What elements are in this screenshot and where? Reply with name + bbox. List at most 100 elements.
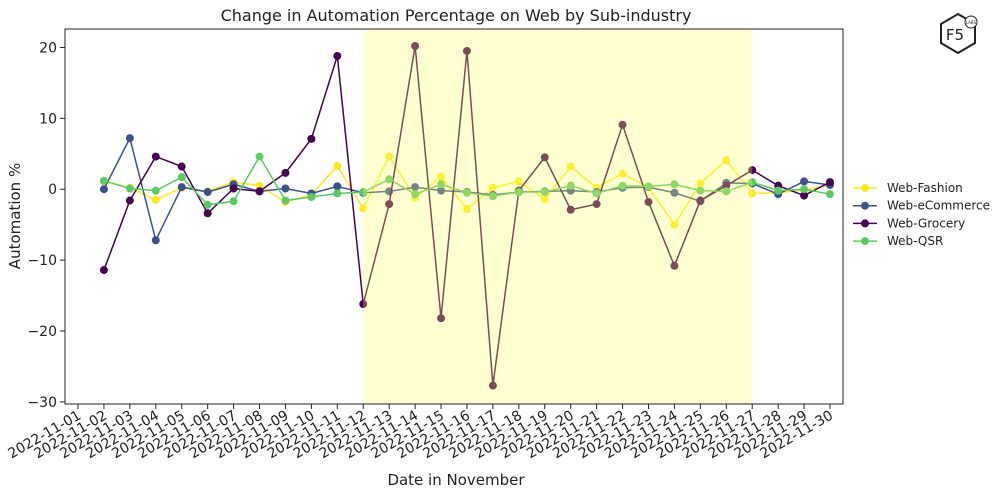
data-point	[592, 189, 601, 198]
data-point	[151, 186, 160, 195]
data-point	[125, 134, 134, 143]
y-tick-label: 0	[48, 182, 57, 198]
data-point	[255, 181, 264, 190]
data-point	[411, 42, 420, 51]
y-tick-label: 20	[39, 40, 57, 56]
legend-label: Web-Fashion	[887, 181, 963, 195]
data-point	[540, 195, 549, 204]
data-point	[359, 300, 368, 309]
data-point	[333, 51, 342, 60]
data-point	[722, 181, 731, 190]
y-tick-label: −20	[27, 324, 57, 340]
data-point	[566, 205, 575, 214]
data-point	[670, 180, 679, 189]
logo-badge	[964, 15, 978, 29]
logo-sub: LABS	[966, 20, 977, 25]
data-point	[333, 182, 342, 191]
data-point	[307, 193, 316, 202]
legend-marker	[861, 237, 869, 246]
axes-frame	[64, 28, 844, 405]
data-point	[800, 185, 809, 194]
legend-marker	[861, 201, 869, 210]
legend-label: Web-QSR	[887, 234, 943, 248]
data-point	[800, 191, 809, 200]
data-point	[99, 176, 108, 185]
legend-marker	[861, 184, 869, 192]
data-point	[670, 220, 679, 229]
data-point	[177, 183, 186, 192]
data-point	[566, 162, 575, 171]
data-point	[514, 188, 523, 197]
data-point	[670, 188, 679, 197]
data-point	[748, 178, 757, 187]
data-point	[281, 196, 290, 205]
data-point	[592, 200, 601, 209]
data-point	[566, 181, 575, 190]
legend-marker	[861, 219, 869, 228]
data-point	[488, 183, 497, 192]
data-point	[177, 162, 186, 171]
data-point	[151, 152, 160, 161]
data-point	[411, 183, 420, 192]
data-point	[385, 200, 394, 209]
data-point	[281, 184, 290, 193]
legend-label: Web-eCommerce	[887, 199, 990, 213]
data-point	[748, 189, 757, 198]
data-point	[125, 196, 134, 205]
data-point	[462, 205, 471, 214]
data-point	[151, 195, 160, 204]
data-point	[255, 152, 264, 161]
data-point	[99, 266, 108, 275]
data-point	[644, 182, 653, 191]
series	[99, 152, 834, 209]
y-axis-label: Automation %	[6, 163, 24, 269]
data-point	[826, 178, 834, 187]
data-point	[359, 188, 368, 197]
data-point	[462, 46, 471, 55]
data-point	[411, 190, 420, 199]
logo-text: F5	[946, 26, 964, 44]
data-point	[125, 184, 134, 193]
data-point	[437, 172, 446, 181]
y-tick-label: 10	[39, 111, 57, 127]
data-point	[333, 161, 342, 170]
y-tick-label: −30	[27, 395, 57, 411]
data-point	[618, 169, 627, 178]
data-point	[385, 175, 394, 184]
legend-label: Web-Grocery	[887, 216, 965, 230]
data-point	[385, 152, 394, 161]
highlight-span	[363, 29, 753, 404]
data-point	[696, 196, 705, 205]
data-point	[540, 153, 549, 162]
data-point	[151, 236, 160, 245]
logo: F5 LABS	[940, 12, 978, 55]
data-point	[696, 186, 705, 195]
data-point	[696, 179, 705, 188]
chart-title: Change in Automation Percentage on Web b…	[221, 6, 692, 25]
data-point	[437, 180, 446, 189]
x-axis-label: Date in November	[387, 471, 525, 489]
data-point	[203, 200, 212, 209]
data-point	[488, 381, 497, 390]
data-point	[229, 197, 238, 206]
data-point	[618, 120, 627, 129]
data-point	[229, 184, 238, 193]
data-point	[514, 177, 523, 186]
data-point	[774, 186, 783, 195]
plot-area	[65, 29, 843, 404]
data-point	[618, 181, 627, 190]
data-point	[722, 156, 731, 165]
data-point	[462, 188, 471, 197]
y-tick-label: −10	[27, 253, 57, 269]
data-point	[203, 209, 212, 218]
data-point	[307, 134, 316, 143]
data-point	[437, 314, 446, 323]
data-point	[333, 189, 342, 198]
data-point	[670, 261, 679, 270]
data-point	[359, 204, 368, 213]
data-point	[99, 185, 108, 194]
data-point	[826, 190, 834, 199]
data-point	[437, 186, 446, 195]
data-point	[177, 173, 186, 182]
